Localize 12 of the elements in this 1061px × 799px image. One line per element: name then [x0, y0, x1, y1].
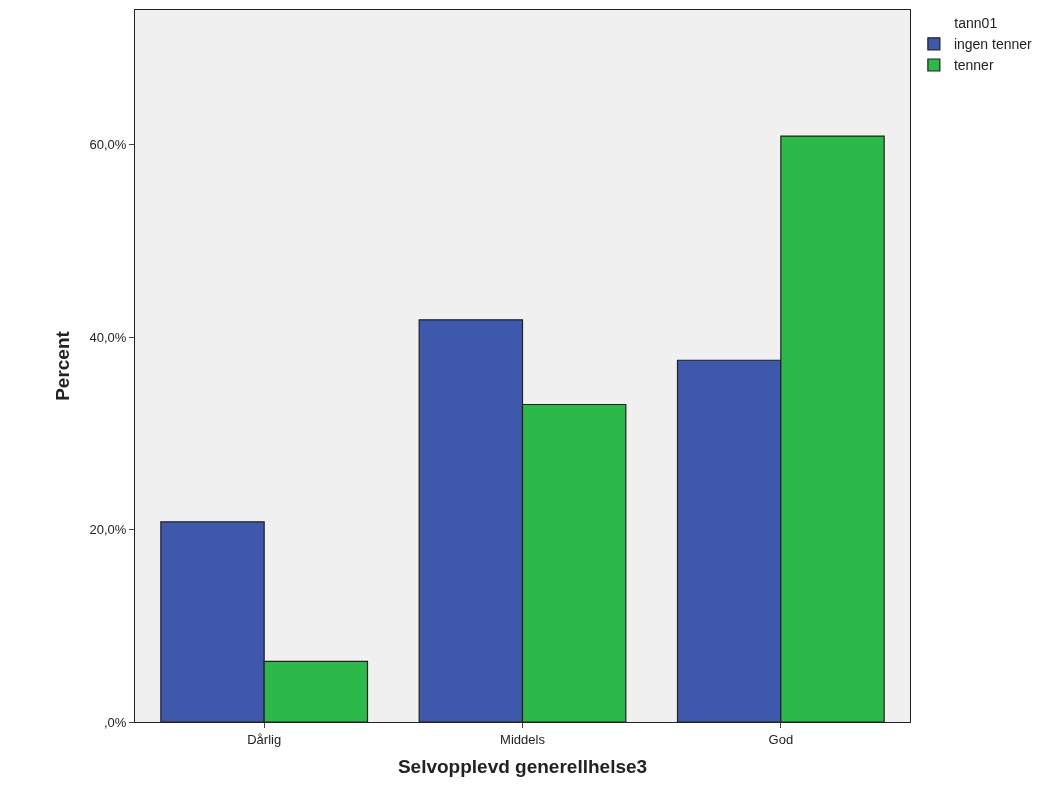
x-tick-label: Dårlig [247, 731, 282, 747]
y-tick-label: 60,0% [89, 137, 127, 153]
legend-title: tann01 [954, 15, 998, 32]
y-tick-label: ,0% [103, 714, 127, 730]
x-axis-title: Selvopplevd generellhelse3 [397, 756, 648, 778]
y-tick-label: 40,0% [89, 329, 127, 345]
legend-label: ingen tenner [953, 36, 1033, 53]
x-tick-label: God [768, 731, 794, 747]
legend-label: tenner [953, 57, 994, 74]
x-tick-label: Middels [500, 731, 546, 747]
y-axis-title: Percent [52, 330, 74, 401]
y-tick-label: 20,0% [89, 522, 127, 538]
